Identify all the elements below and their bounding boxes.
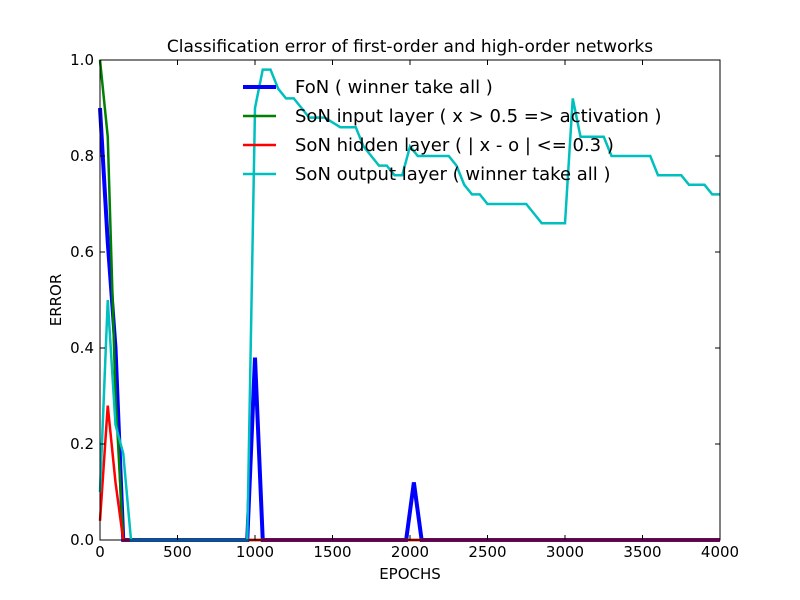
series-line-4: [98, 68, 720, 542]
legend-label-4: SoN output layer ( winner take all ): [295, 164, 611, 185]
y-tick-label: 1.0: [70, 51, 94, 69]
y-tick-label: 0.8: [70, 147, 94, 165]
x-tick-label: 2500: [468, 543, 506, 561]
x-axis-label: EPOCHS: [379, 565, 441, 583]
x-tick-label: 1000: [236, 543, 274, 561]
legend: FoN ( winner take all ) SoN input layer (…: [243, 77, 662, 185]
x-tick-label: 4000: [701, 543, 739, 561]
chart-title: Classification error of first-order and …: [167, 37, 653, 57]
y-axis-label: ERROR: [47, 274, 65, 327]
x-tick-label: 1500: [313, 543, 351, 561]
legend-label-1: FoN ( winner take all ): [295, 77, 493, 98]
x-tick-label: 0: [95, 543, 105, 561]
x-axis-ticks: 0 500 1000 1500 2000 2500 3000 3500 4000: [95, 60, 739, 561]
y-axis-ticks: 0.0 0.2 0.4 0.6 0.8 1.0: [70, 51, 720, 549]
y-tick-label: 0.6: [70, 243, 94, 261]
x-tick-label: 2000: [391, 543, 429, 561]
x-tick-label: 500: [163, 543, 192, 561]
y-tick-label: 0.0: [70, 531, 94, 549]
plot-background: [100, 60, 720, 540]
x-tick-label: 3000: [546, 543, 584, 561]
y-tick-label: 0.4: [70, 339, 94, 357]
legend-label-2: SoN input layer ( x > 0.5 => activation …: [295, 106, 662, 127]
y-tick-label: 0.2: [70, 435, 94, 453]
legend-label-3: SoN hidden layer ( | x - o | <= 0.3 ): [295, 135, 614, 156]
plot-area: 0 500 1000 1500 2000 2500 3000 3500 4000 0.00.20…: [70, 51, 739, 561]
series-layer: [98, 59, 720, 542]
x-tick-label: 3500: [623, 543, 661, 561]
